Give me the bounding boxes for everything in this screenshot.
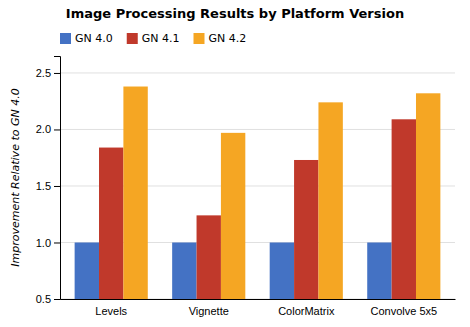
bar	[75, 242, 99, 299]
y-tick-label: 2.5	[36, 67, 51, 79]
y-axis-title: Improvement Relative to GN 4.0	[9, 88, 22, 266]
x-tick: Levels	[95, 305, 127, 317]
grid-line	[60, 72, 455, 73]
y-tick-label: 2.0	[36, 123, 51, 135]
y-tick-mark	[54, 73, 60, 74]
legend-swatch	[60, 33, 71, 44]
title: Image Processing Results by Platform Ver…	[66, 6, 404, 21]
legend: GN 4.0 GN 4.1 GN 4.2	[60, 32, 246, 45]
bar	[392, 119, 416, 299]
bar	[221, 133, 245, 299]
bar	[367, 242, 391, 299]
bar	[294, 160, 318, 299]
bar	[318, 102, 342, 299]
legend-swatch	[194, 33, 205, 44]
y-axis-line	[54, 57, 61, 300]
y-tick: 2.5	[36, 67, 60, 79]
y-tick-label: 0.5	[36, 293, 51, 305]
x-tick-label: Vignette	[189, 305, 229, 317]
bar	[270, 242, 294, 299]
bar	[99, 148, 123, 299]
y-tick-mark	[54, 186, 60, 187]
x-tick: Convolve 5x5	[370, 305, 437, 317]
y-tick-mark	[54, 299, 60, 300]
chart: 0.5 1.0 1.5 2.0 2.5 Levels Vignette ColorMatrix…	[0, 0, 470, 327]
y-tick-mark	[54, 129, 60, 130]
x-tick: Vignette	[189, 305, 229, 317]
x-axis-line	[61, 299, 456, 300]
x-axis: Levels Vignette ColorMatrix Convolve 5x5	[61, 300, 456, 317]
y-tick-label: 1.0	[36, 237, 51, 249]
legend-label: GN 4.0	[75, 32, 113, 45]
y-tick-mark	[54, 242, 60, 243]
bar	[197, 215, 221, 299]
legend-label: GN 4.1	[142, 32, 180, 45]
x-tick: ColorMatrix	[278, 305, 335, 317]
plot-area: 0.5 1.0 1.5 2.0 2.5 Levels Vignette ColorMatrix…	[36, 57, 456, 327]
legend-label: GN 4.2	[209, 32, 247, 45]
x-tick-label: Convolve 5x5	[370, 305, 437, 317]
y-axis: 0.5 1.0 1.5 2.0 2.5	[36, 57, 61, 306]
bar	[172, 242, 196, 299]
bar	[123, 87, 147, 299]
legend-item: GN 4.0	[60, 32, 113, 45]
bars	[75, 87, 441, 299]
legend-item: GN 4.2	[194, 32, 247, 45]
bar-series	[123, 87, 440, 299]
x-tick-label: ColorMatrix	[278, 305, 335, 317]
y-tick: 1.5	[36, 180, 60, 192]
legend-item: GN 4.1	[127, 32, 180, 45]
y-tick: 2.0	[36, 123, 60, 135]
legend-swatch	[127, 33, 138, 44]
y-tick-label: 1.5	[36, 180, 51, 192]
y-tick: 0.5	[36, 293, 60, 305]
x-tick-label: Levels	[95, 305, 127, 317]
bar	[416, 93, 440, 299]
y-tick: 1.0	[36, 237, 60, 249]
